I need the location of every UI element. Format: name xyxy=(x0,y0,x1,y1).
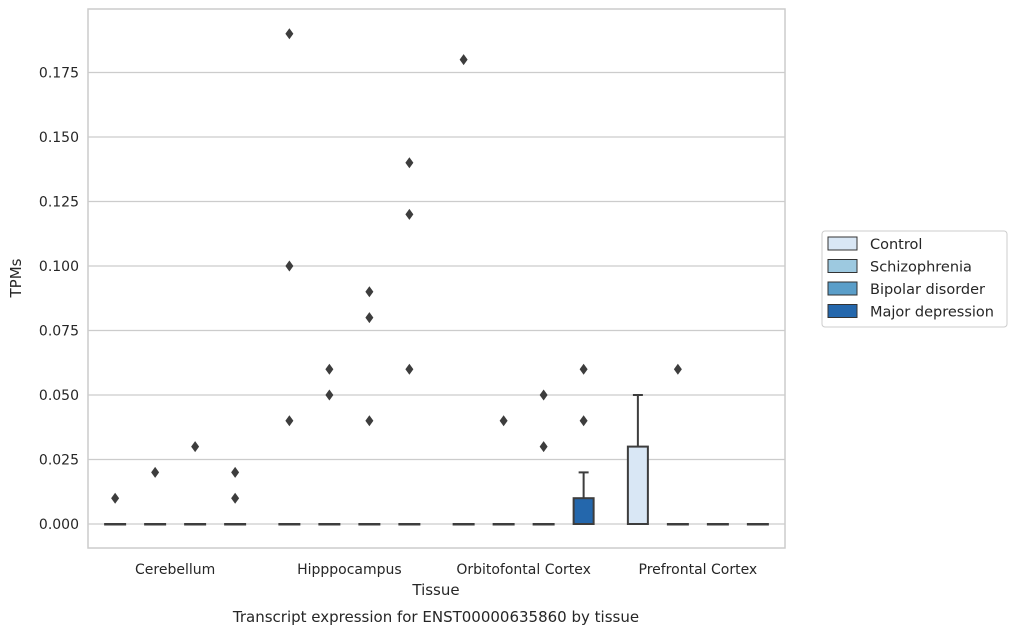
outlier-point xyxy=(325,389,334,401)
legend-label: Major depression xyxy=(870,305,994,321)
box-0-3 xyxy=(224,466,247,526)
plot-frame xyxy=(87,8,786,549)
outlier-point xyxy=(365,312,374,324)
box-1-1 xyxy=(318,363,341,526)
outlier-point xyxy=(285,28,294,40)
box-0-1 xyxy=(144,466,167,526)
outlier-point xyxy=(231,466,240,478)
box-body xyxy=(572,497,595,526)
y-tick-label: 0.150 xyxy=(39,130,79,146)
outlier-point xyxy=(579,363,588,375)
outlier-point xyxy=(539,389,548,401)
outlier-point xyxy=(459,54,468,66)
box-2-2 xyxy=(532,389,555,526)
outlier-point xyxy=(405,208,414,220)
outlier-point xyxy=(365,286,374,298)
y-tick-label: 0.075 xyxy=(39,324,79,340)
box-groups xyxy=(104,28,769,526)
box-body xyxy=(626,445,649,526)
legend-label: Schizophrenia xyxy=(870,260,972,276)
outlier-point xyxy=(191,441,200,453)
box-3-2 xyxy=(706,523,729,526)
outlier-point xyxy=(285,415,294,427)
box-0-0 xyxy=(104,492,127,526)
y-tick-label: 0.125 xyxy=(39,195,79,211)
outlier-point xyxy=(405,363,414,375)
y-tick-label: 0.100 xyxy=(39,259,79,275)
legend-swatch xyxy=(827,236,858,251)
x-tick-label: Orbitofontal Cortex xyxy=(456,562,591,578)
box-2-3 xyxy=(572,363,595,526)
legend-swatch xyxy=(827,281,858,296)
box-1-3 xyxy=(398,157,421,526)
legend-swatch xyxy=(827,259,858,273)
outlier-point xyxy=(673,363,682,375)
legend-label: Bipolar disorder xyxy=(870,282,985,298)
box-2-0 xyxy=(452,54,475,526)
x-tick-label: Cerebellum xyxy=(135,562,215,578)
box-3-0 xyxy=(626,394,649,526)
outlier-point xyxy=(325,363,334,375)
legend-swatch xyxy=(827,304,858,318)
box-3-3 xyxy=(746,523,769,526)
y-tick-label: 0.050 xyxy=(39,388,79,404)
outlier-point xyxy=(539,441,548,453)
chart-title: Transcript expression for ENST0000063586… xyxy=(232,608,639,626)
outlier-point xyxy=(151,466,160,478)
outlier-point xyxy=(285,260,294,272)
legend: Control Schizophrenia Bipolar disorder Majo… xyxy=(821,230,1008,328)
outlier-point xyxy=(111,492,120,504)
x-tick-label: Hipppocampus xyxy=(297,562,402,578)
x-tick-label: Prefrontal Cortex xyxy=(639,562,758,578)
y-tick-label: 0.025 xyxy=(39,453,79,469)
legend-frame xyxy=(821,230,1008,328)
box-2-1 xyxy=(492,415,515,526)
y-tick-label: 0.175 xyxy=(39,66,79,82)
outlier-point xyxy=(405,157,414,169)
y-tick-labels: 0.000 0.025 0.050 0.075 0.100 0.125 0.150 0.175 xyxy=(39,66,79,534)
box-3-1 xyxy=(666,363,689,526)
y-axis-label: TPMs xyxy=(7,258,25,298)
box-0-2 xyxy=(184,441,207,526)
outlier-point xyxy=(499,415,508,427)
grid-lines xyxy=(88,71,785,525)
outlier-point xyxy=(231,492,240,504)
legend-label: Control xyxy=(870,237,922,253)
box-1-2 xyxy=(358,286,381,526)
outlier-point xyxy=(579,415,588,427)
box-1-0 xyxy=(278,28,301,526)
x-axis-label: Tissue xyxy=(411,581,459,599)
x-tick-labels: Cerebellum Hipppocampus Orbitofontal Corte… xyxy=(135,562,757,578)
y-tick-label: 0.000 xyxy=(39,517,79,533)
outlier-point xyxy=(365,415,374,427)
